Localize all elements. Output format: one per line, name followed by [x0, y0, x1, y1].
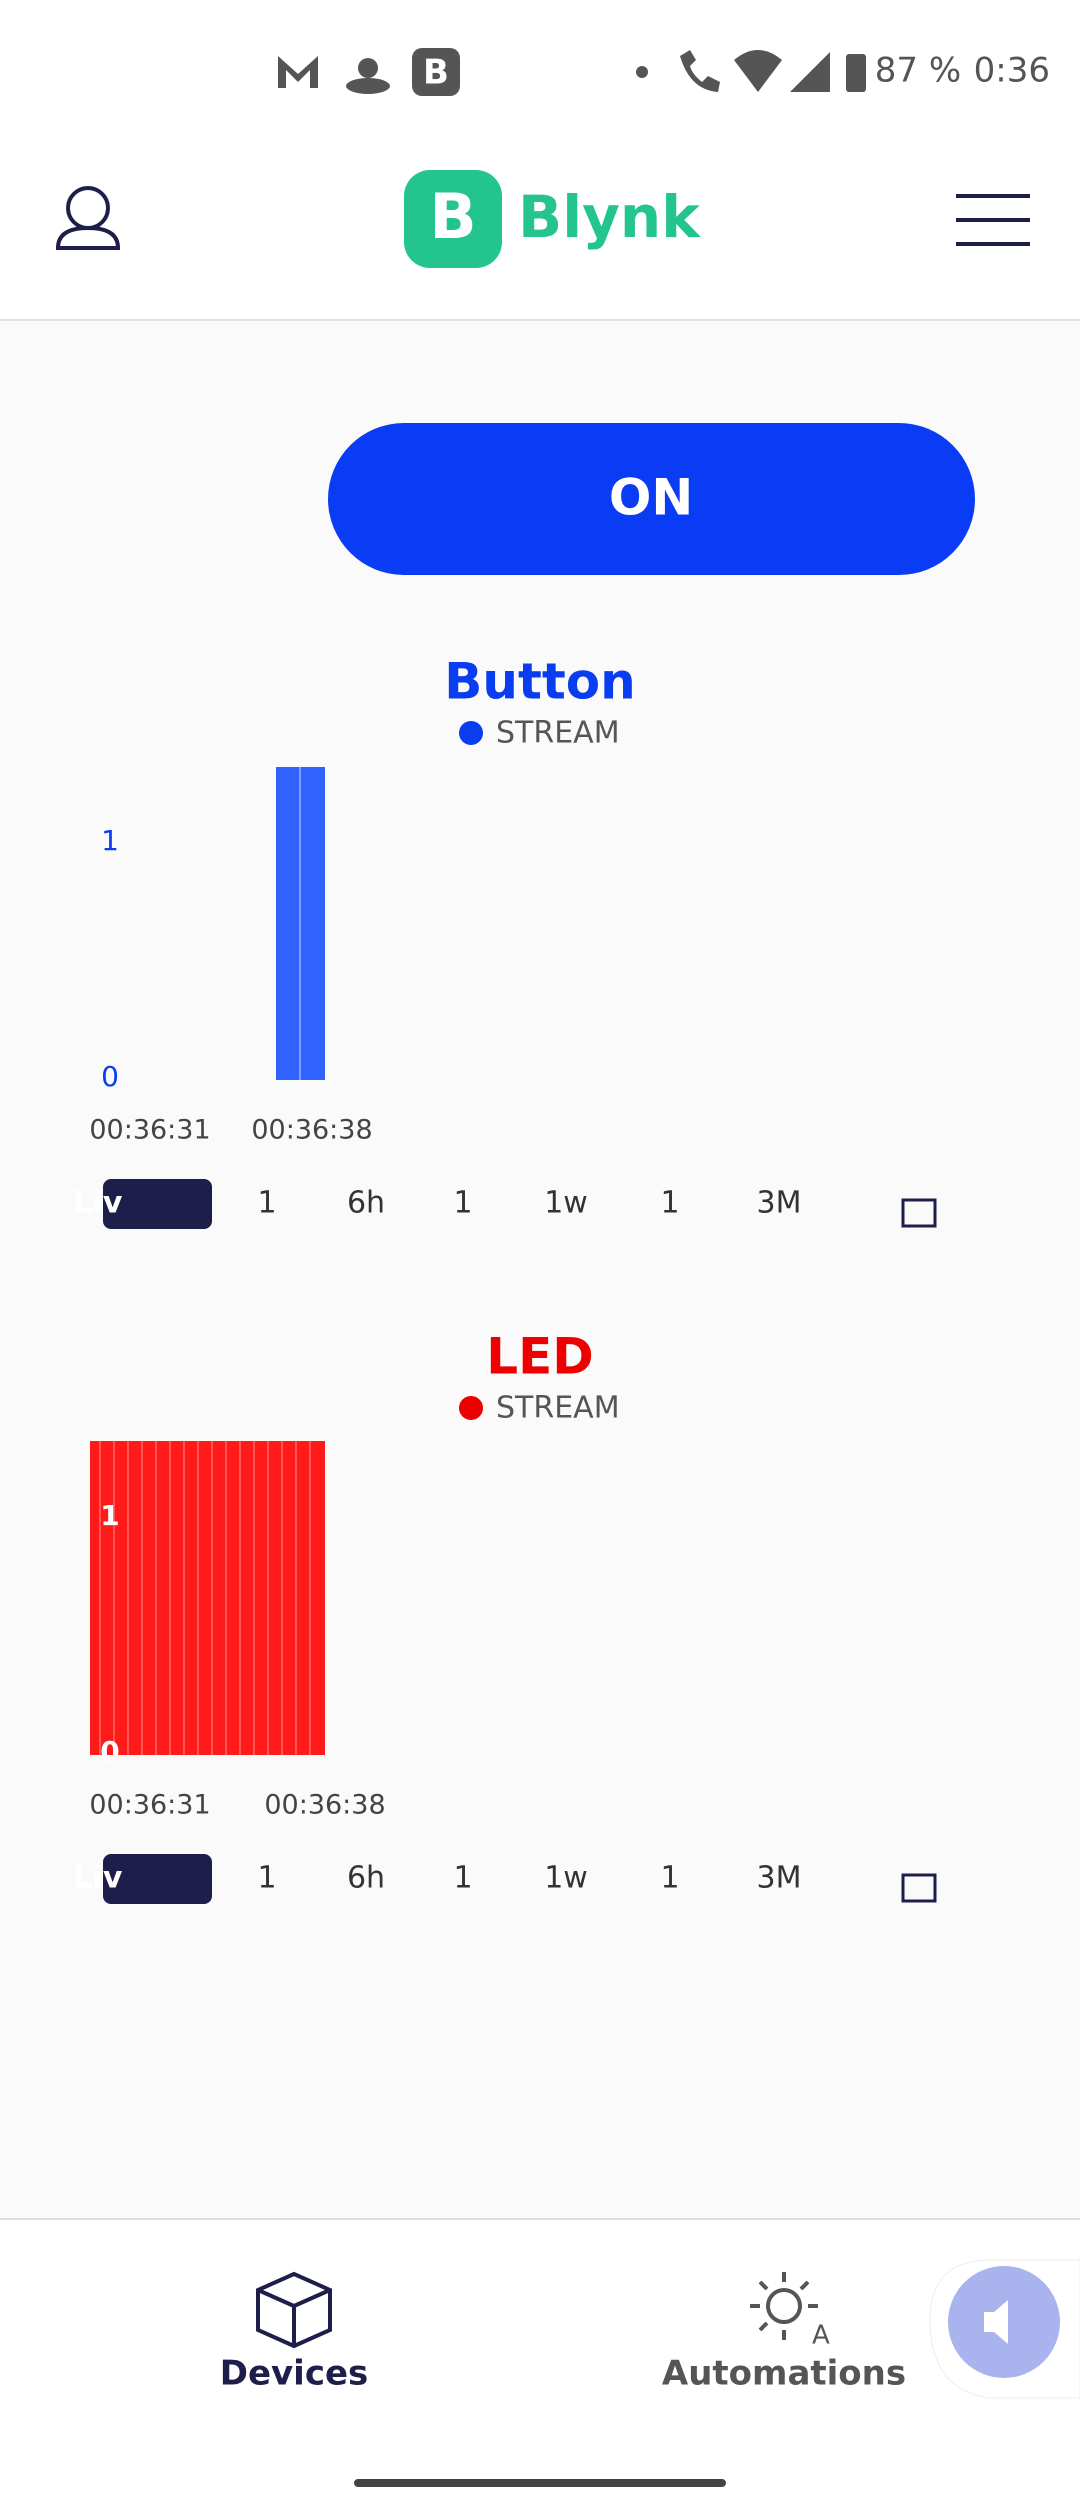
x-label: 00:36:38: [264, 1790, 385, 1821]
legend-label: STREAM: [496, 1391, 620, 1426]
y-label: 0: [100, 1735, 119, 1768]
logo-box: [404, 170, 502, 268]
range-option[interactable]: 1: [660, 1861, 679, 1896]
charts: Button STREAM 1 0 00:36:31 00:36:38 Liv 1 6h 1 1w 1…: [74, 653, 937, 1904]
switch-button[interactable]: [328, 423, 975, 575]
range-selected[interactable]: [103, 1854, 212, 1904]
chart-title: Button: [444, 653, 635, 711]
battery-icon: [846, 54, 866, 92]
automations-icon-letter: A: [812, 2321, 830, 2351]
range-option[interactable]: 1: [453, 1186, 472, 1221]
expand-icon[interactable]: [901, 1198, 937, 1228]
chart-title: LED: [486, 1328, 594, 1386]
devices-icon[interactable]: [256, 2271, 332, 2349]
range-selected[interactable]: [103, 1179, 212, 1229]
profile-icon[interactable]: [55, 186, 121, 250]
clock: 0:36: [974, 51, 1050, 91]
sound-icon: [984, 2300, 1008, 2344]
b-icon-letter: B: [423, 53, 449, 93]
range-option[interactable]: 1: [453, 1861, 472, 1896]
legend-label: STREAM: [496, 716, 620, 751]
nav-automations[interactable]: Automations: [662, 2354, 906, 2394]
range-option[interactable]: Liv: [74, 1861, 123, 1896]
brand: Blynk: [518, 183, 701, 251]
range-option[interactable]: 6h: [347, 1186, 385, 1221]
switch-label: ON: [609, 469, 693, 527]
range-option[interactable]: 1: [257, 1861, 276, 1896]
y-label: 0: [101, 1060, 119, 1093]
menu-icon[interactable]: [956, 194, 1030, 246]
bar: [90, 1441, 325, 1755]
range-option[interactable]: 3M: [757, 1861, 802, 1896]
automations-icon[interactable]: [750, 2272, 818, 2340]
range-option[interactable]: 1w: [544, 1186, 588, 1221]
gmail-icon: [278, 56, 318, 88]
wifi-icon: [734, 50, 782, 92]
x-label: 00:36:31: [89, 1115, 210, 1146]
expand-icon[interactable]: [901, 1873, 937, 1903]
logo-letter: B: [429, 180, 476, 253]
group-icon: [358, 58, 378, 78]
call-icon: [680, 50, 720, 92]
group-icon: [346, 78, 390, 94]
legend-dot: [459, 721, 483, 745]
dot-icon: [636, 66, 648, 78]
range-option[interactable]: 1w: [544, 1861, 588, 1896]
y-label: 1: [100, 1499, 119, 1532]
bottom-nav-bg: [0, 2219, 1080, 2520]
legend-dot: [459, 1396, 483, 1420]
battery-text: 87 %: [875, 51, 961, 91]
range-option[interactable]: 1: [660, 1186, 679, 1221]
signal-icon: [790, 52, 830, 92]
range-option[interactable]: 6h: [347, 1861, 385, 1896]
x-label: 00:36:38: [251, 1115, 372, 1146]
home-indicator: [354, 2479, 726, 2487]
b-icon: [412, 48, 460, 96]
top-bar-bg: [0, 0, 1080, 320]
status-icons: B: [278, 48, 866, 96]
range-option[interactable]: 1: [257, 1186, 276, 1221]
range-option[interactable]: 3M: [757, 1186, 802, 1221]
nav-devices[interactable]: Devices: [220, 2354, 369, 2394]
range-option[interactable]: Liv: [74, 1186, 123, 1221]
y-label: 1: [101, 824, 119, 857]
x-label: 00:36:31: [89, 1790, 210, 1821]
